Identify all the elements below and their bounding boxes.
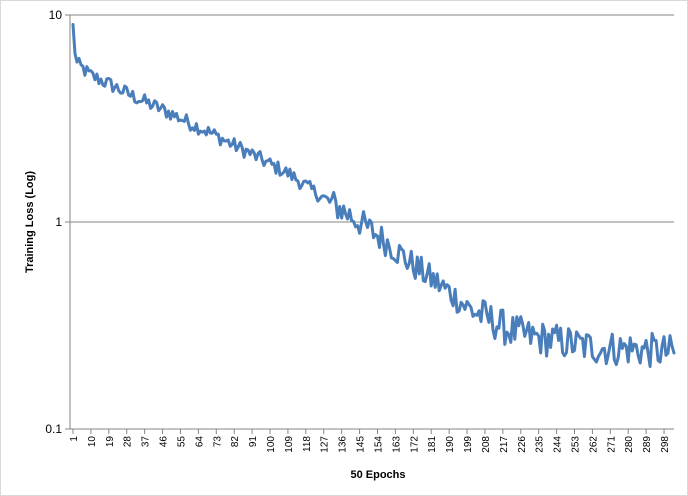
x-tick-label: 280 [624,436,635,453]
x-tick-label: 298 [660,436,671,453]
x-tick-label: 172 [409,436,420,453]
x-tick-label: 262 [588,436,599,453]
x-tick-label: 10 [87,436,98,448]
x-tick-label: 154 [373,436,384,453]
x-tick-label: 181 [427,436,438,453]
x-tick-label: 235 [535,436,546,453]
x-tick-label: 226 [517,436,528,453]
x-tick-label: 1 [69,436,80,442]
x-tick-label: 64 [194,436,205,448]
x-tick-label: 82 [230,436,241,448]
x-tick-label: 253 [570,436,581,453]
x-tick-label: 289 [642,436,653,453]
x-tick-label: 118 [302,436,313,452]
x-tick-label: 109 [284,436,295,453]
y-tick-label: 0.1 [45,422,62,436]
y-tick-label: 10 [49,8,63,22]
x-tick-label: 91 [248,436,259,448]
x-tick-label: 73 [212,436,223,448]
x-tick-label: 136 [338,436,349,453]
x-tick-label: 145 [356,436,367,453]
x-tick-label: 217 [499,436,510,453]
y-axis-title: Training Loss (Log) [24,171,36,273]
x-tick-label: 163 [391,436,402,453]
x-tick-label: 19 [105,436,116,448]
x-tick-label: 271 [606,436,617,453]
x-tick-label: 28 [123,436,134,448]
x-tick-label: 208 [481,436,492,453]
x-tick-label: 244 [553,436,564,453]
x-tick-label: 100 [266,436,277,453]
x-tick-label: 190 [445,436,456,453]
x-tick-label: 199 [463,436,474,453]
x-tick-label: 37 [141,436,152,448]
x-axis-title: 50 Epochs [350,469,405,481]
x-tick-label: 55 [176,436,187,448]
x-tick-label: 46 [159,436,170,448]
x-axis-ticks: 1 10 19 28 37 46 55 64 73 82 91 100 109 118 127 136 145 1… [69,429,671,453]
y-axis-ticks: 10 1 0.1 [45,8,70,436]
training-loss-line [71,23,676,368]
x-tick-label: 127 [320,436,331,453]
y-tick-label: 1 [55,215,62,229]
